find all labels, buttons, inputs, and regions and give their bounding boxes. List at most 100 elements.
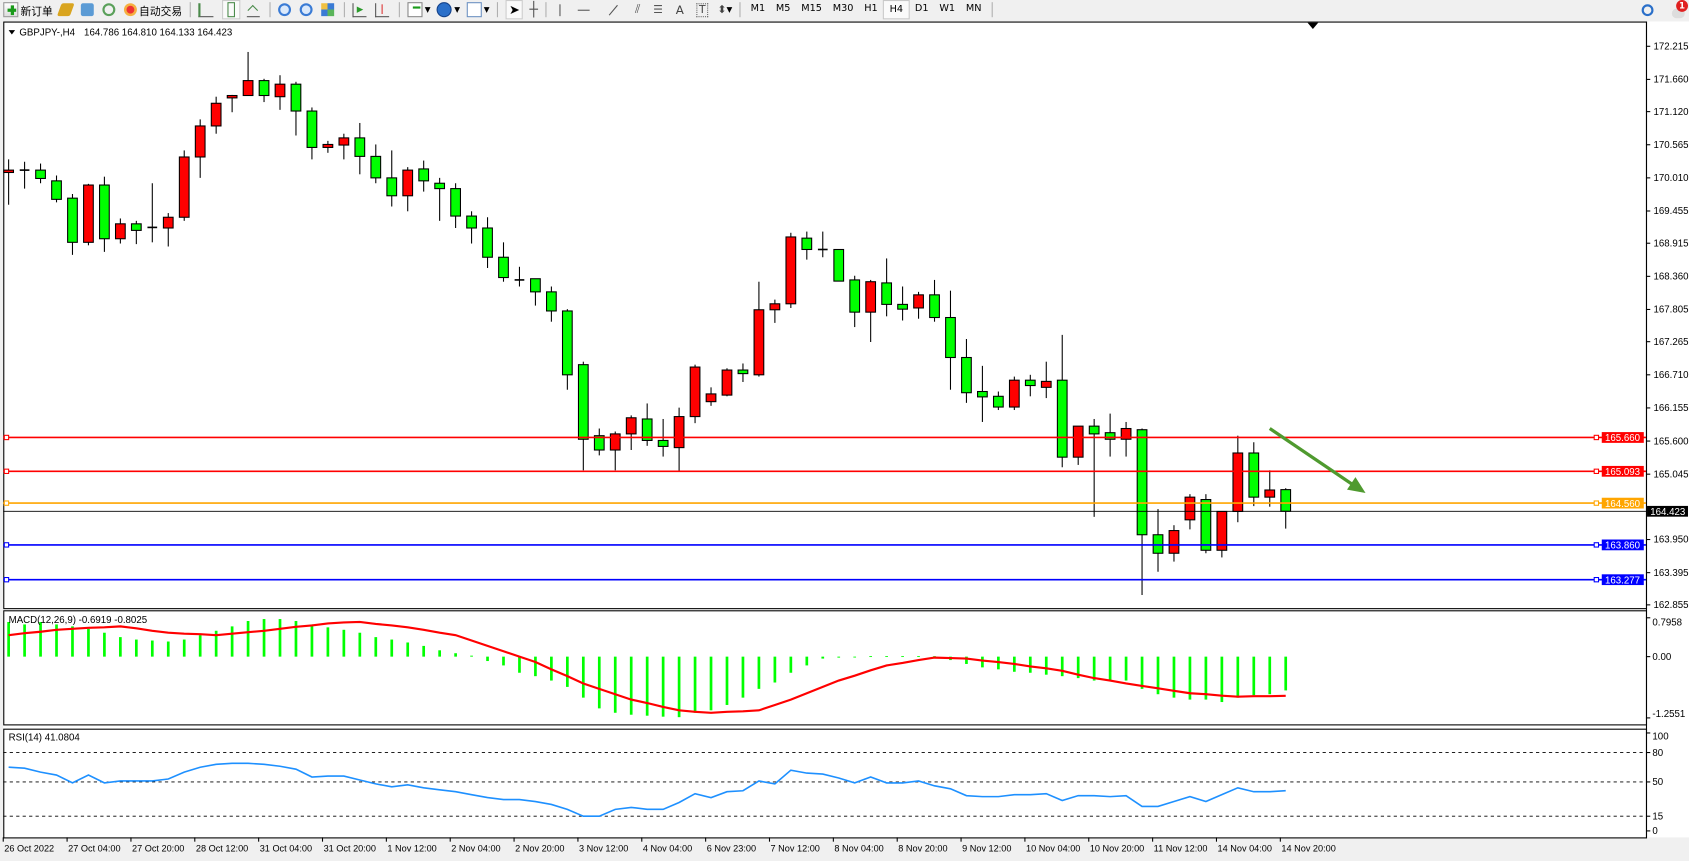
level-handle[interactable] [1593, 576, 1600, 583]
zoom-in-button[interactable] [278, 1, 293, 18]
search-button[interactable] [1641, 1, 1654, 18]
periods-button[interactable]: ▼ [436, 1, 460, 18]
candle [498, 242, 509, 282]
horizontal-line-button[interactable] [577, 1, 590, 18]
price-tick-label: 171.660 [1653, 75, 1689, 86]
timeframe-m1[interactable]: M1 [750, 3, 766, 14]
candle-body [689, 366, 701, 418]
trend-arrow-line[interactable] [1268, 427, 1356, 488]
notification-button[interactable]: 1 [1671, 0, 1688, 18]
time-tick-label: 31 Oct 04:00 [260, 843, 312, 853]
symbol-dropdown-icon[interactable] [8, 30, 16, 35]
level-handle[interactable] [1593, 434, 1600, 441]
chart-shift-button[interactable] [352, 1, 368, 18]
candlestick-button[interactable] [222, 0, 241, 20]
candle-body [753, 309, 765, 376]
candle [210, 96, 222, 134]
new-order-button[interactable]: 新订单 [3, 1, 53, 18]
toolbar: 新订单 自动交易 ▼ ▼ ▼ ➤ ┼ ⫽ ☰ A T ⬍ ▼ [0, 0, 1689, 20]
chart-shift-marker[interactable] [1307, 22, 1319, 30]
signal-icon [102, 3, 116, 17]
macd-histogram-bar [134, 639, 138, 657]
rsi-tick-label: 0 [1652, 826, 1658, 837]
search-icon [1641, 3, 1654, 16]
time-tick-label: 3 Nov 12:00 [579, 843, 628, 853]
price-tick-label: 168.915 [1653, 238, 1688, 249]
timeframe-mn[interactable]: MN [965, 3, 982, 14]
signal-button[interactable] [102, 1, 117, 18]
level-handle[interactable] [3, 468, 10, 475]
macd-histogram-bar [821, 656, 825, 659]
macd-histogram-bar [1268, 656, 1272, 695]
candle-body [370, 155, 382, 179]
time-tick-label: 2 Nov 20:00 [515, 843, 564, 853]
text-button[interactable]: A [676, 1, 684, 18]
macd-histogram-bar [87, 628, 90, 657]
price-tick-label: 168.360 [1653, 272, 1689, 283]
candle [226, 94, 238, 113]
level-handle[interactable] [1593, 468, 1600, 475]
level-price-tag [1601, 432, 1644, 443]
candle-body [1184, 496, 1196, 521]
notification-icon [1671, 8, 1685, 18]
timeframe-w1[interactable]: W1 [939, 3, 956, 14]
fibonacci-button[interactable]: ☰ [653, 1, 663, 18]
separator [189, 2, 191, 18]
candlestick-icon [227, 2, 235, 18]
indicators-button[interactable]: ▼ [407, 1, 431, 18]
macd-histogram-bar [869, 656, 873, 658]
bar-chart-button[interactable] [198, 1, 215, 18]
level-handle[interactable] [3, 500, 10, 506]
price-tick-label: 166.155 [1653, 403, 1688, 414]
timeframe-m5[interactable]: M5 [775, 3, 791, 14]
timeframe-h1[interactable]: H1 [864, 3, 878, 14]
new-order-icon [3, 2, 19, 18]
tile-windows-button[interactable] [321, 1, 336, 18]
level-handle[interactable] [1593, 500, 1600, 506]
vertical-line-button[interactable] [559, 1, 561, 18]
level-handle[interactable] [3, 542, 10, 548]
macd-histogram-bar [246, 621, 250, 657]
timeframe-m30[interactable]: M30 [832, 3, 854, 14]
macd-histogram-bar [166, 641, 170, 657]
candle-body [162, 216, 174, 229]
candle [1056, 334, 1068, 468]
separator [545, 2, 547, 18]
candle-body [929, 294, 940, 319]
crosshair-button[interactable]: ┼ [530, 1, 538, 18]
level-handle[interactable] [3, 576, 10, 583]
arrows-button[interactable]: ⬍ ▼ [717, 3, 733, 16]
trend-arrow-head[interactable] [1347, 477, 1366, 493]
candle [114, 218, 126, 244]
rsi-tick-label: 15 [1652, 811, 1663, 822]
auto-trading-button[interactable]: 自动交易 [123, 1, 182, 18]
level-handle[interactable] [3, 434, 10, 441]
macd-histogram-bar [1108, 656, 1112, 681]
templates-button[interactable]: ▼ [466, 1, 490, 18]
macd-histogram-bar [1204, 656, 1208, 700]
price-tick-label: 169.455 [1653, 206, 1688, 217]
zoom-out-button[interactable] [299, 1, 315, 18]
timeframe-h4[interactable]: H4 [883, 0, 910, 20]
equidistant-channel-button[interactable]: ⫽ [635, 1, 640, 18]
time-tick-label: 28 Oct 12:00 [196, 843, 248, 853]
timeframe-d1[interactable]: D1 [914, 3, 929, 14]
cursor-button[interactable]: ➤ [505, 0, 524, 20]
candle [881, 258, 893, 317]
candle [929, 279, 940, 322]
candle [514, 266, 525, 287]
macd-histogram-bar [853, 656, 857, 658]
level-handle[interactable] [1593, 542, 1600, 548]
level-price-label: 163.860 [1605, 541, 1641, 552]
server-button[interactable] [80, 1, 96, 18]
rsi-tick-label: 50 [1652, 777, 1663, 788]
candle-body [354, 137, 366, 157]
price-tick-label: 165.600 [1653, 436, 1689, 447]
candle-body [1024, 379, 1036, 387]
autoscroll-button[interactable] [375, 1, 391, 18]
timeframe-m15[interactable]: M15 [801, 3, 822, 14]
candle-body [673, 416, 685, 449]
text-label-button[interactable]: T [696, 1, 708, 18]
line-chart-button[interactable] [246, 1, 262, 18]
